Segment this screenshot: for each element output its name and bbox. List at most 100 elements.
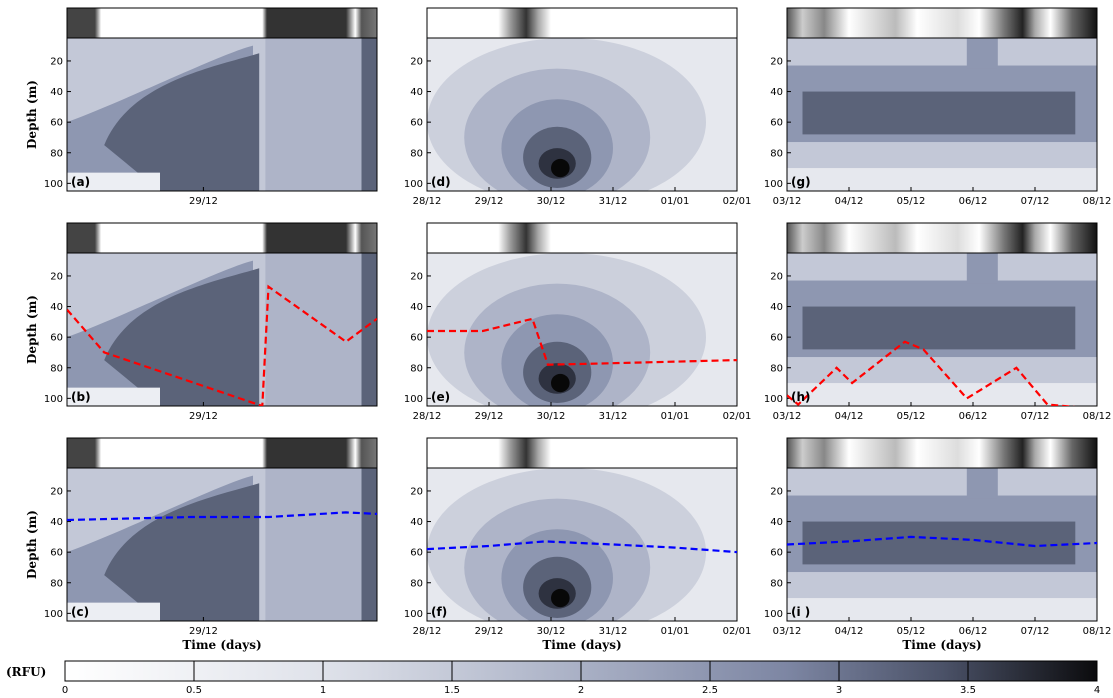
panel: 20 40 60 80 100 28/12 29/12 30/12 31/12 01/01 02/0… [404,437,752,652]
y-tick-label: 20 [770,271,783,282]
x-tick-label: 31/12 [599,626,628,637]
x-tick-label: 01/01 [661,196,690,207]
colorbar-tick-label: 4 [1094,685,1100,696]
y-tick-label: 100 [44,609,63,620]
contour-field [427,253,737,406]
daylight-bar [66,222,378,254]
y-tick-label: 60 [410,333,423,344]
x-axis-title: Time (days) [902,638,981,652]
y-tick-label: 20 [50,56,63,67]
y-axis-title: Depth (m) [25,295,39,364]
contour-field [427,38,737,191]
x-tick-label: 07/12 [1021,411,1050,422]
y-tick-label: 40 [770,302,783,313]
x-tick-label: 04/12 [835,626,864,637]
x-axis-title: Time (days) [182,638,261,652]
panel: 20 40 60 80 100 29/12 Depth (m) (a) [25,7,378,207]
y-tick-label: 100 [764,609,783,620]
x-tick-label: 31/12 [599,411,628,422]
y-tick-label: 20 [50,486,63,497]
y-tick-label: 80 [410,148,423,159]
panel-label: (a) [71,175,90,189]
panel-label: (g) [791,175,811,189]
overlay-line [787,535,1097,548]
y-tick-label: 40 [770,517,783,528]
x-tick-label: 02/01 [723,411,752,422]
x-tick-label: 04/12 [835,411,864,422]
x-tick-label: 29/12 [189,626,218,637]
y-axis-title: Depth (m) [25,80,39,149]
panel: 20 40 60 80 100 29/12 Depth (m) (b) [25,222,378,422]
colorbar-label: (RFU) [6,665,46,679]
y-tick-label: 60 [50,118,63,129]
x-tick-label: 01/01 [661,626,690,637]
y-tick-label: 100 [764,394,783,405]
x-tick-label: 03/12 [773,196,802,207]
y-tick-label: 40 [770,87,783,98]
y-tick-label: 20 [770,56,783,67]
y-tick-label: 80 [50,148,63,159]
y-tick-label: 60 [770,548,783,559]
colorbar-tick-label: 0 [62,685,68,696]
panel-label: (h) [791,390,811,404]
y-tick-label: 80 [410,578,423,589]
y-tick-label: 40 [410,302,423,313]
plot-frame [786,37,1098,192]
y-tick-label: 80 [50,363,63,374]
panel-label: (e) [431,390,450,404]
colorbar-tick-label: 3 [836,685,842,696]
y-tick-label: 40 [50,87,63,98]
contour-field [67,468,377,621]
contour-field [67,253,377,406]
y-tick-label: 20 [410,271,423,282]
x-tick-label: 06/12 [959,411,988,422]
daylight-bar [786,437,1098,469]
overlay-line [787,340,1076,406]
daylight-bar [786,222,1098,254]
x-tick-label: 08/12 [1083,196,1112,207]
overlay-line [427,540,737,554]
y-tick-label: 80 [770,363,783,374]
daylight-bar [786,7,1098,39]
x-tick-label: 02/01 [723,626,752,637]
x-tick-label: 04/12 [835,196,864,207]
colorbar: (RFU) 0 0.5 1 1.5 2 2.5 3 3.5 4 [6,660,1100,696]
colorbar-tick-label: 2.5 [702,685,718,696]
panel: 20 40 60 80 100 29/12 Depth (m) Time (days) (c) [25,437,378,652]
y-tick-label: 60 [770,333,783,344]
panel: 20 40 60 80 100 03/12 04/12 05/12 06/12 07/12 08/1… [764,437,1112,652]
y-tick-label: 20 [410,486,423,497]
x-tick-label: 29/12 [189,196,218,207]
plot-frame [66,252,378,407]
contour-field [427,468,737,621]
y-axis-title: Depth (m) [25,510,39,579]
plot-frame [426,467,738,622]
x-tick-label: 31/12 [599,196,628,207]
y-tick-label: 80 [770,148,783,159]
plot-frame [426,252,738,407]
overlay-line [67,511,377,522]
colorbar-tick-label: 0.5 [186,685,202,696]
plot-frame [426,37,738,192]
x-tick-label: 01/01 [661,411,690,422]
panel-label: (f) [431,605,447,619]
x-tick-label: 28/12 [413,411,442,422]
x-tick-label: 30/12 [537,411,566,422]
contour-field [787,38,1097,191]
colorbar-tick-label: 3.5 [960,685,976,696]
colorbar-tick-label: 1.5 [444,685,460,696]
x-tick-label: 07/12 [1021,626,1050,637]
x-tick-label: 30/12 [537,196,566,207]
x-tick-label: 05/12 [897,196,926,207]
contour-field [787,253,1097,406]
y-tick-label: 20 [50,271,63,282]
panel: 20 40 60 80 100 28/12 29/12 30/12 31/12 01/01 02/0… [404,7,751,207]
x-axis-title: Time (days) [542,638,621,652]
daylight-bar [66,7,378,39]
x-tick-label: 08/12 [1083,626,1112,637]
daylight-bar [66,437,378,469]
plot-frame [786,252,1098,407]
panel: 20 40 60 80 100 03/12 04/12 05/12 06/12 07/12 08/1… [764,222,1111,422]
